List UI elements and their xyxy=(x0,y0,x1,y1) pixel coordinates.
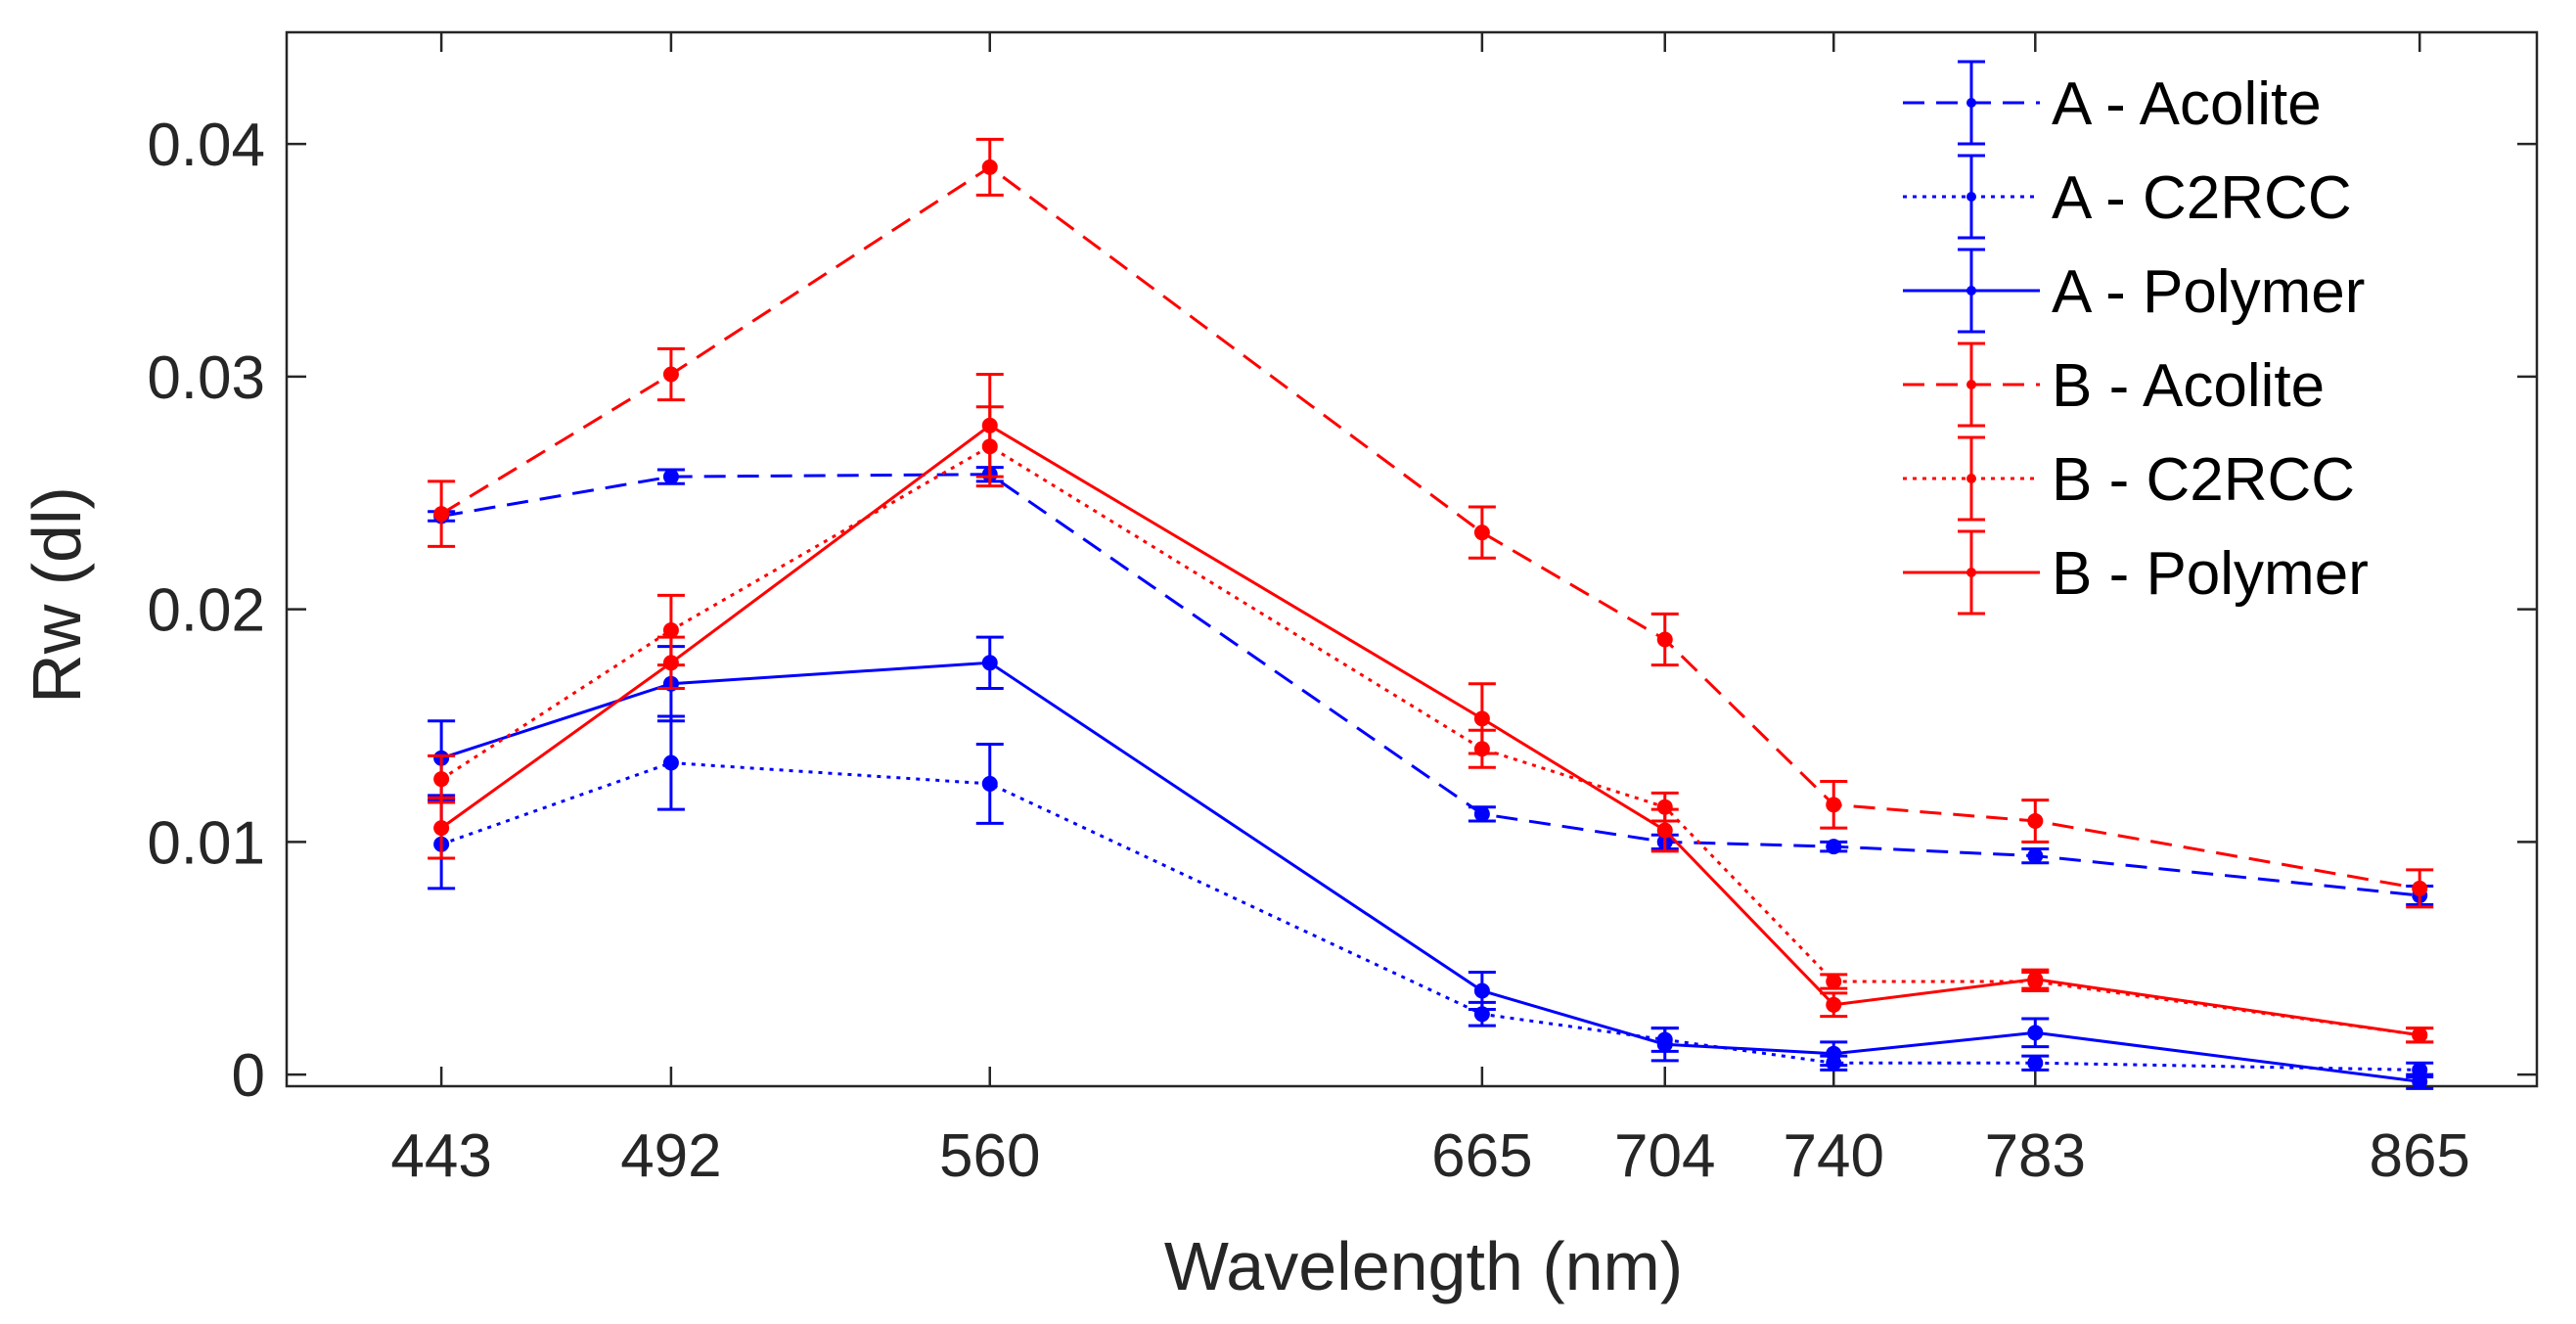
data-point-b-acolite xyxy=(2027,812,2044,829)
legend-item-a-c2rcc: A - C2RCC xyxy=(1903,154,2352,240)
data-point-a-c2rcc xyxy=(981,775,998,792)
legend-marker xyxy=(1966,474,1976,483)
series-line-a-acolite xyxy=(440,473,2420,897)
legend-marker xyxy=(1966,286,1976,296)
data-point-b-c2rcc xyxy=(662,622,679,639)
data-point-b-acolite xyxy=(1656,631,1673,648)
data-point-b-polymer xyxy=(2412,1027,2428,1043)
legend-item-a-polymer: A - Polymer xyxy=(1903,248,2365,334)
y-tick-label: 0 xyxy=(232,1042,265,1110)
data-point-a-acolite xyxy=(1826,839,1842,855)
x-tick-label: 740 xyxy=(1784,1122,1884,1190)
data-point-b-polymer xyxy=(1473,710,1490,727)
y-tick-label: 0.02 xyxy=(147,577,265,645)
x-tick-label: 865 xyxy=(2369,1122,2469,1190)
series-line-b-c2rcc xyxy=(440,444,2420,1037)
data-point-b-acolite xyxy=(981,159,998,175)
data-point-a-acolite xyxy=(1473,805,1490,822)
data-point-a-c2rcc xyxy=(662,754,679,771)
data-point-a-polymer xyxy=(1473,982,1490,999)
x-tick-label: 492 xyxy=(620,1122,721,1190)
data-point-a-polymer xyxy=(1656,1036,1673,1053)
data-point-a-acolite xyxy=(662,469,679,485)
data-point-b-polymer xyxy=(1656,822,1673,839)
data-point-b-acolite xyxy=(662,366,679,383)
data-point-a-c2rcc xyxy=(2027,1055,2044,1072)
legend-item-a-acolite: A - Acolite xyxy=(1903,60,2322,146)
x-axis-label: Wavelength (nm) xyxy=(1164,1228,1683,1304)
data-point-a-polymer xyxy=(981,655,998,671)
legend-label: B - C2RCC xyxy=(2052,446,2355,514)
series-line-b-acolite xyxy=(440,165,2420,890)
x-tick-label: 443 xyxy=(390,1122,491,1190)
data-point-b-polymer xyxy=(433,820,450,837)
data-point-a-polymer xyxy=(2412,1073,2428,1090)
data-point-a-polymer xyxy=(2027,1025,2044,1041)
data-point-b-polymer xyxy=(1826,996,1842,1013)
x-tick-label: 665 xyxy=(1431,1122,1532,1190)
legend-label: A - Polymer xyxy=(2052,258,2365,326)
data-point-a-acolite xyxy=(2027,847,2044,864)
data-point-b-acolite xyxy=(1473,525,1490,541)
y-tick-label: 0.01 xyxy=(147,809,265,877)
x-tick-label: 560 xyxy=(939,1122,1040,1190)
data-point-b-acolite xyxy=(1826,797,1842,813)
data-point-b-polymer xyxy=(2027,971,2044,987)
legend-label: B - Polymer xyxy=(2052,540,2369,608)
y-axis-label: Rw (dl) xyxy=(19,486,95,704)
legend-marker xyxy=(1966,192,1976,202)
data-point-b-c2rcc xyxy=(433,771,450,788)
legend-marker xyxy=(1966,568,1976,577)
data-point-b-polymer xyxy=(981,417,998,434)
x-tick-label: 783 xyxy=(1985,1122,2086,1190)
legend-label: A - C2RCC xyxy=(2052,164,2352,232)
legend-item-b-polymer: B - Polymer xyxy=(1903,529,2369,616)
data-point-b-polymer xyxy=(662,655,679,671)
data-point-a-polymer xyxy=(1826,1045,1842,1062)
legend-label: A - Acolite xyxy=(2052,70,2322,138)
data-point-b-acolite xyxy=(2412,880,2428,896)
legend-marker xyxy=(1966,98,1976,108)
data-point-b-acolite xyxy=(433,506,450,523)
x-tick-label: 704 xyxy=(1614,1122,1715,1190)
series-line-a-polymer xyxy=(440,661,2420,1083)
plot-area-frame xyxy=(285,30,2539,1088)
legend-label: B - Acolite xyxy=(2052,352,2325,420)
data-point-b-c2rcc xyxy=(1826,974,1842,990)
legend-item-b-c2rcc: B - C2RCC xyxy=(1903,435,2355,522)
series-line-b-polymer xyxy=(440,423,2420,1037)
y-tick-label: 0.03 xyxy=(147,344,265,412)
legend-item-b-acolite: B - Acolite xyxy=(1903,342,2325,428)
series-line-a-c2rcc xyxy=(440,761,2420,1072)
legend-marker xyxy=(1966,380,1976,389)
y-tick-label: 0.04 xyxy=(147,112,265,179)
data-point-b-c2rcc xyxy=(1656,799,1673,815)
